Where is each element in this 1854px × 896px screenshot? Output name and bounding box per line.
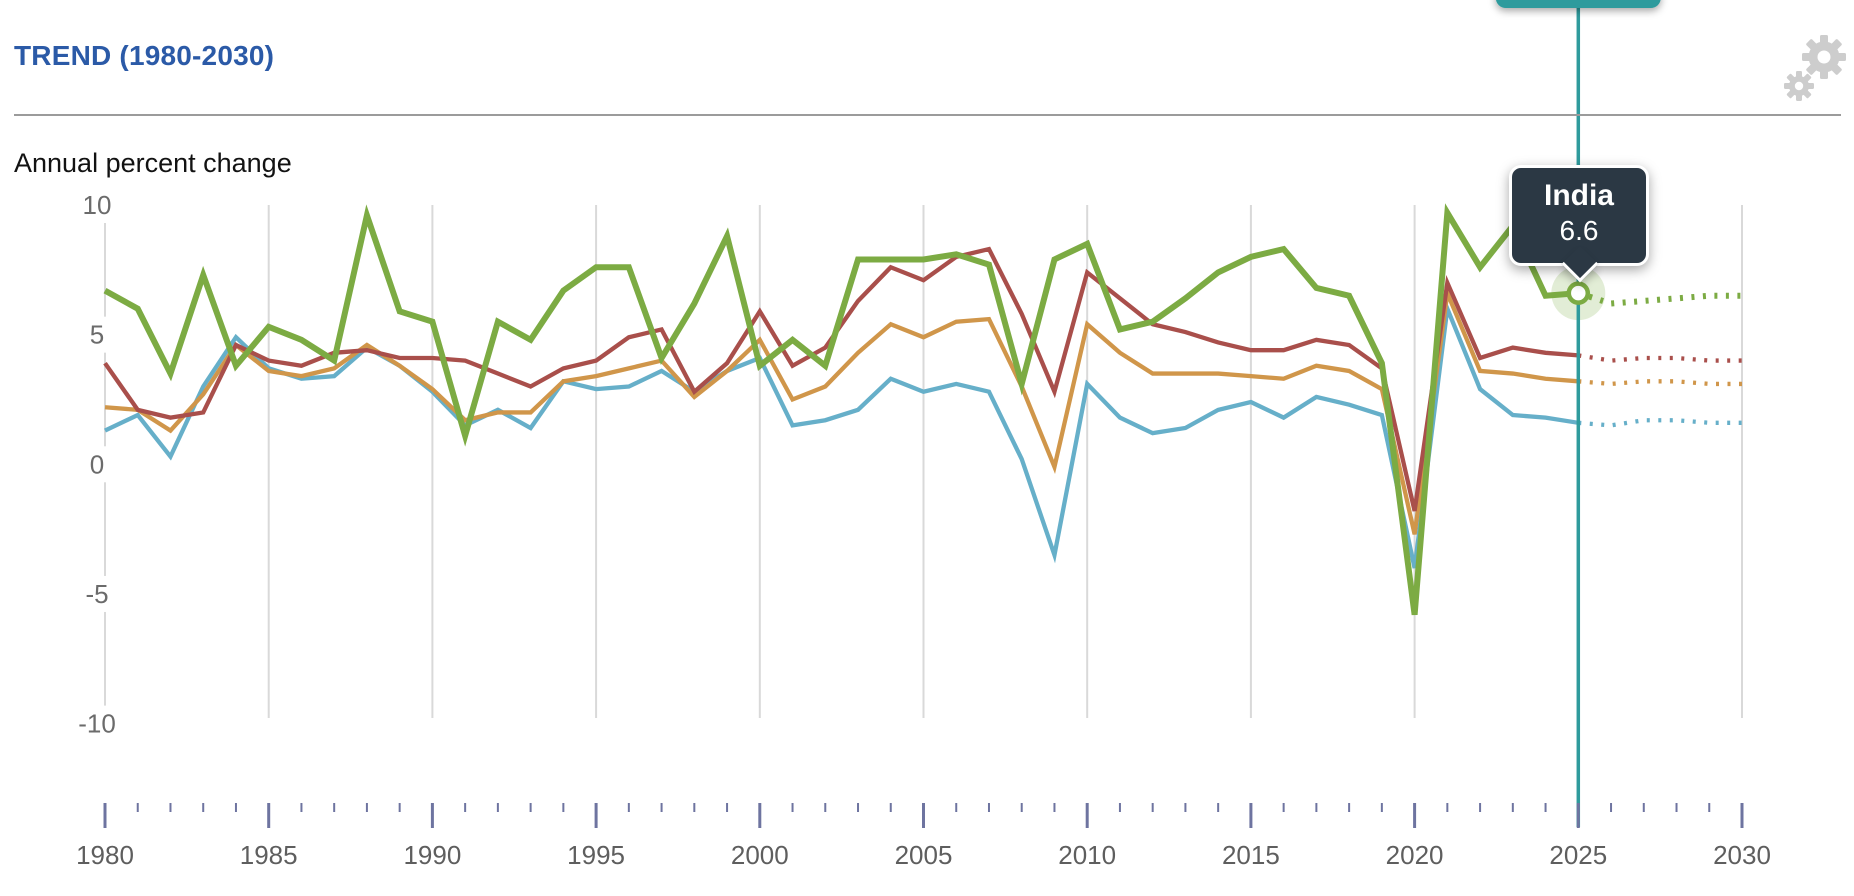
svg-text:1985: 1985 [240,840,298,870]
panel-title: TREND (1980-2030) [14,40,275,71]
series-line-blue [104,300,1579,569]
year-slider-handle[interactable] [1496,0,1661,8]
x-axis-ticks [103,803,1744,828]
series-line-red [103,246,1579,512]
series-forecast-dotted-blue [1578,418,1742,428]
svg-text:0: 0 [90,449,104,479]
svg-text:2005: 2005 [895,840,953,870]
svg-text:2000: 2000 [731,840,789,870]
y-axis-labels: 10 5 0 -5 -10 [66,187,128,742]
header-divider [14,114,1841,116]
svg-text:2010: 2010 [1058,840,1116,870]
svg-text:-5: -5 [85,579,108,609]
svg-text:2020: 2020 [1386,840,1444,870]
svg-text:1990: 1990 [403,840,461,870]
svg-text:-10: -10 [78,709,116,739]
series-line-india [103,203,1579,616]
tooltip-value: 6.6 [1559,215,1599,246]
tooltip-series-name: India [1543,179,1614,212]
svg-text:1980: 1980 [76,840,134,870]
series-forecast-dotted-india [1577,290,1742,307]
chart-subtitle: Annual percent change [14,148,292,178]
tooltip: India 6.6 [1509,165,1649,283]
svg-text:5: 5 [90,320,104,350]
settings-gear-icon[interactable] [1778,30,1850,104]
svg-text:2025: 2025 [1549,840,1607,870]
svg-text:1995: 1995 [567,840,625,870]
series-forecast-dotted-red [1577,353,1742,363]
series-forecast-dotted-orange [1578,379,1742,387]
svg-text:10: 10 [83,190,112,220]
x-axis-labels: 1980 1985 1990 1995 2000 2005 2010 2015 2020 2025… [76,840,1771,870]
selected-point-marker [1566,281,1591,305]
series-line-orange [104,285,1579,535]
gear-small [1784,71,1814,101]
svg-text:2030: 2030 [1713,840,1771,870]
svg-text:2015: 2015 [1222,840,1280,870]
gear-large [1802,35,1846,79]
